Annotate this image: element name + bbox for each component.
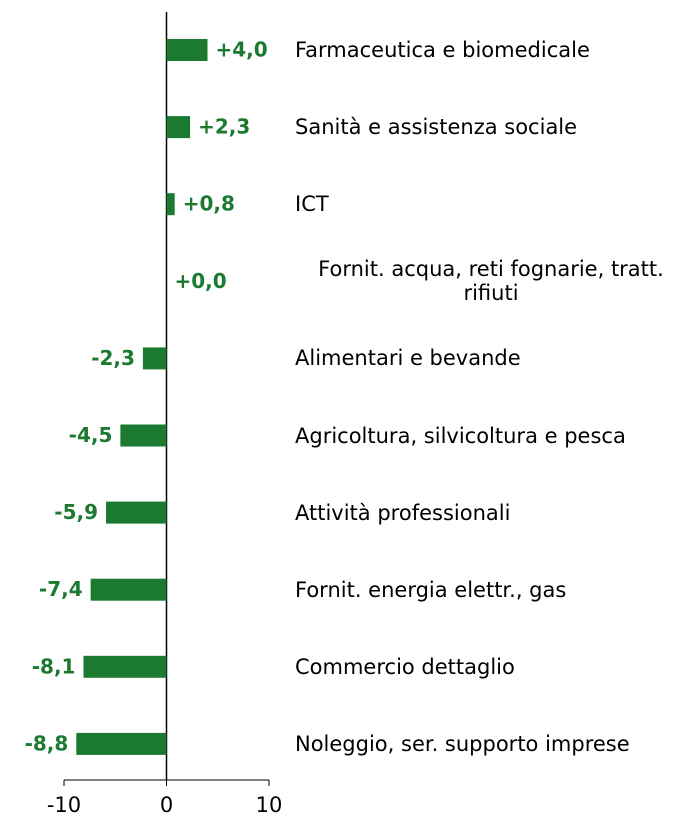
category-label: Noleggio, ser. supporto imprese xyxy=(295,731,630,756)
category-label-wrap: ICT xyxy=(295,169,687,239)
category-label-box: Fornit. energia elettr., gas xyxy=(295,555,687,625)
category-label-wrap: Commercio dettaglio xyxy=(295,632,687,702)
category-label-box: Fornit. acqua, reti fognarie, tratt. rif… xyxy=(295,246,687,316)
category-label-wrap: Sanità e assistenza sociale xyxy=(295,92,687,162)
category-label-box: Alimentari e bevande xyxy=(295,323,687,393)
value-label: +0,0 xyxy=(175,269,227,293)
category-label: Fornit. acqua, reti fognarie, tratt. rif… xyxy=(318,257,664,306)
x-tick-label: 0 xyxy=(160,793,173,817)
category-label-wrap: Attività professionali xyxy=(295,478,687,548)
bar xyxy=(120,424,167,447)
x-tick-label: -10 xyxy=(47,793,81,817)
bar xyxy=(142,347,167,370)
category-label-box: Noleggio, ser. supporto imprese xyxy=(295,709,687,779)
bar xyxy=(76,732,167,755)
category-label: Attività professionali xyxy=(295,500,511,525)
category-label-box: Agricoltura, silvicoltura e pesca xyxy=(295,401,687,471)
category-label: ICT xyxy=(295,192,329,217)
category-label-wrap: Agricoltura, silvicoltura e pesca xyxy=(295,401,687,471)
bar xyxy=(83,655,167,678)
category-label-wrap: Farmaceutica e biomedicale xyxy=(295,15,687,85)
category-label-box: Sanità e assistenza sociale xyxy=(295,92,687,162)
category-label: Farmaceutica e biomedicale xyxy=(295,38,590,62)
value-label: -8,8 xyxy=(25,731,69,755)
category-label: Commercio dettaglio xyxy=(295,654,515,679)
x-tick-label: 10 xyxy=(256,793,283,817)
value-label: -4,5 xyxy=(69,423,113,447)
bar xyxy=(166,39,208,61)
value-label: -2,3 xyxy=(91,346,135,370)
category-label-wrap: Noleggio, ser. supporto imprese xyxy=(295,709,687,779)
category-label-box: Attività professionali xyxy=(295,478,687,548)
bar xyxy=(166,116,191,139)
category-label-wrap: Alimentari e bevande xyxy=(295,323,687,393)
category-label: Sanità e assistenza sociale xyxy=(295,115,578,140)
value-label: -7,4 xyxy=(39,577,83,601)
category-label-wrap: Fornit. energia elettr., gas xyxy=(295,555,687,625)
category-label-box: Farmaceutica e biomedicale xyxy=(295,15,687,85)
category-label: Agricoltura, silvicoltura e pesca xyxy=(295,423,626,448)
value-label: +0,8 xyxy=(183,192,235,216)
value-label: -8,1 xyxy=(32,654,76,678)
value-label: -5,9 xyxy=(54,500,98,524)
value-label: +4,0 xyxy=(216,38,268,62)
category-label-wrap: Fornit. acqua, reti fognarie, tratt. rif… xyxy=(295,246,687,316)
category-label: Alimentari e bevande xyxy=(295,346,521,371)
value-label: +2,3 xyxy=(198,115,250,139)
category-label: Fornit. energia elettr., gas xyxy=(295,577,567,602)
bar xyxy=(106,501,167,524)
category-label-box: ICT xyxy=(295,169,687,239)
category-label-box: Commercio dettaglio xyxy=(295,632,687,702)
bar xyxy=(90,578,167,601)
bar xyxy=(166,193,175,216)
